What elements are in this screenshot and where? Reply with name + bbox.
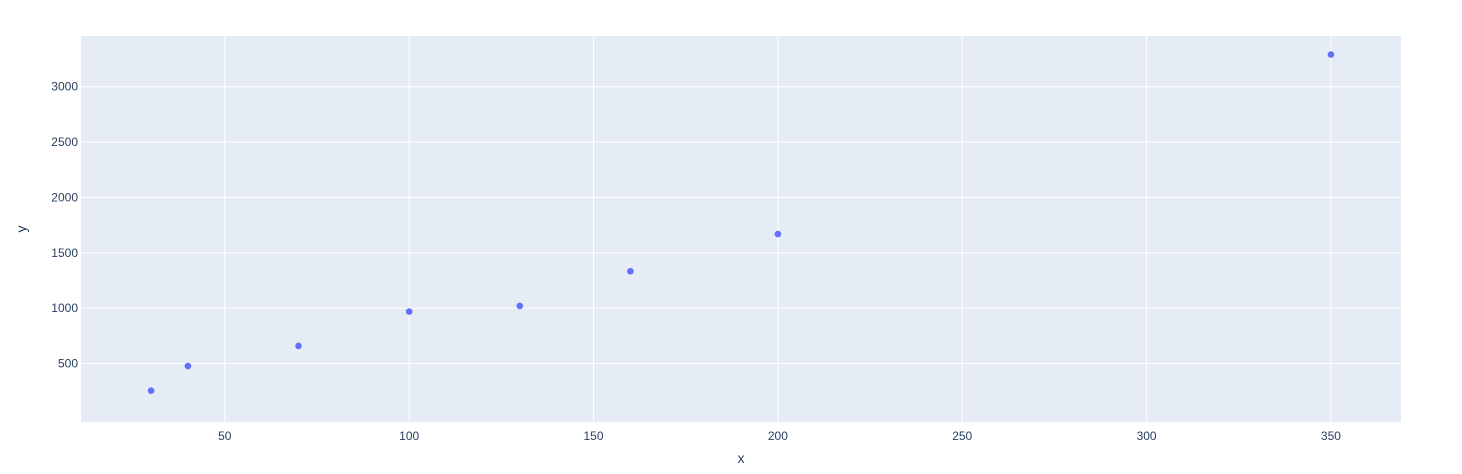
- data-points: [147, 51, 1335, 394]
- data-point: [147, 387, 155, 394]
- x-axis-title: x: [738, 450, 745, 466]
- data-point: [405, 308, 413, 315]
- y-tick-label: 1500: [51, 246, 78, 260]
- y-tick-label: 3000: [51, 80, 78, 94]
- x-tick-labels: 50 100 150 200 250 300 350: [218, 429, 1341, 443]
- x-tick-label: 200: [768, 429, 788, 443]
- x-tick-label: 350: [1321, 429, 1341, 443]
- x-tick-label: 300: [1137, 429, 1157, 443]
- plot-area: [81, 36, 1401, 422]
- data-point: [627, 267, 634, 275]
- x-tick-label: 100: [399, 429, 419, 443]
- y-tick-labels: 500 1000 1500 2000 2500 3000: [51, 80, 78, 371]
- data-point: [774, 230, 782, 238]
- data-point: [184, 362, 192, 370]
- grid-lines: [81, 36, 1401, 422]
- data-point: [516, 302, 524, 310]
- y-tick-label: 2000: [51, 190, 78, 204]
- data-point: [295, 342, 302, 350]
- y-tick-label: 500: [58, 357, 78, 371]
- y-axis-title: y: [13, 226, 29, 233]
- x-tick-label: 250: [952, 429, 972, 443]
- y-tick-label: 1000: [51, 301, 78, 315]
- data-point: [1327, 51, 1335, 58]
- x-tick-label: 150: [583, 429, 603, 443]
- x-tick-label: 50: [218, 429, 232, 443]
- y-tick-label: 2500: [51, 135, 78, 149]
